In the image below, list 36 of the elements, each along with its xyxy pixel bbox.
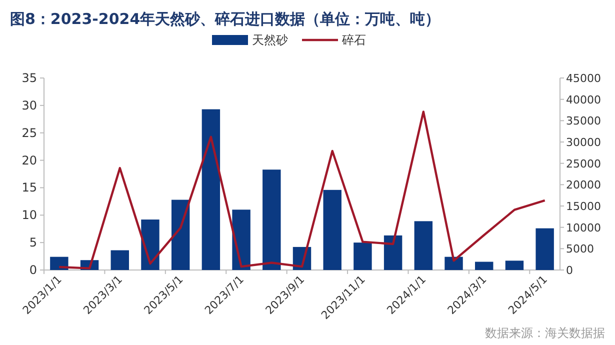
bar — [444, 256, 463, 270]
bar — [171, 200, 190, 270]
y2-tick-label: 45000 — [566, 72, 601, 85]
y2-tick-label: 20000 — [566, 178, 601, 192]
y-tick-label: 10 — [22, 208, 37, 222]
bar — [323, 190, 342, 270]
y-tick-label: 5 — [29, 236, 37, 250]
legend-label: 碎石 — [341, 33, 366, 47]
chart-title: 图8：2023-2024年天然砂、碎石进口数据（单位：万吨、吨） — [10, 10, 440, 28]
source-note: 数据来源：海关数据据 — [485, 326, 605, 340]
y-tick-label: 25 — [22, 126, 37, 140]
y2-tick-label: 30000 — [566, 136, 601, 149]
bar — [262, 170, 281, 270]
y-tick-label: 35 — [22, 71, 37, 85]
bar — [475, 262, 494, 270]
bar — [354, 242, 372, 270]
bar — [505, 260, 524, 270]
y2-tick-label: 0 — [566, 264, 573, 277]
y-tick-label: 20 — [22, 153, 37, 168]
bar — [536, 228, 554, 270]
bar — [202, 109, 220, 270]
y2-tick-label: 15000 — [566, 200, 601, 213]
legend-label: 天然砂 — [252, 33, 288, 47]
y2-tick-label: 35000 — [566, 114, 601, 128]
y-tick-label: 30 — [22, 98, 37, 112]
bar — [110, 250, 129, 270]
y-tick-label: 0 — [29, 263, 37, 277]
y2-tick-label: 25000 — [566, 157, 601, 170]
bar — [232, 210, 250, 270]
y-tick-label: 15 — [22, 180, 37, 195]
y2-tick-label: 5000 — [566, 242, 594, 256]
y2-tick-label: 10000 — [566, 221, 601, 234]
y2-tick-label: 40000 — [566, 93, 601, 106]
bar — [50, 256, 68, 270]
bar — [384, 235, 402, 270]
bar — [414, 221, 433, 270]
